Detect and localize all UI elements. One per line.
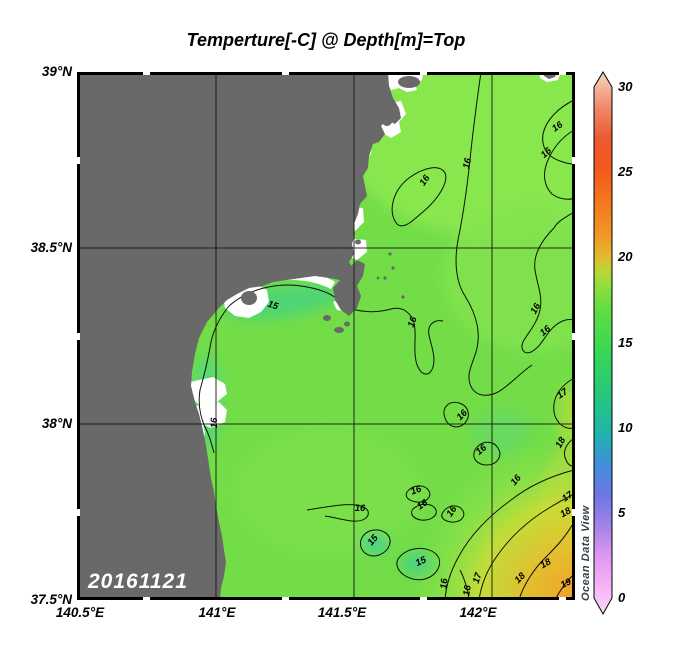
- contour-label: 16: [355, 503, 366, 514]
- frame-tick-notches: [77, 72, 575, 600]
- contour-label: 16: [409, 483, 423, 497]
- contour-label: 19: [559, 576, 574, 591]
- y-tick-38.5N: 38.5°N: [30, 240, 72, 255]
- colorbar-tick-0: 0: [618, 590, 626, 605]
- contour-label: 15: [414, 554, 429, 569]
- x-tick-141.5E: 141.5°E: [317, 605, 367, 620]
- colorbar-strip: [593, 71, 613, 616]
- x-tick-140.5E: 140.5°E: [55, 605, 105, 620]
- colorbar-tick-10: 10: [618, 419, 633, 435]
- plot-title: Temperture[-C] @ Depth[m]=Top: [186, 30, 466, 50]
- graticule-grid: [77, 72, 575, 600]
- contour-label: 16: [461, 584, 474, 597]
- colorbar-gradient-bar: [593, 71, 613, 616]
- y-tick-38N: 38°N: [41, 416, 72, 431]
- map-plot-area[interactable]: 15 16 16 16 16 16 16 16 16 16 16 16 17 18 16 16 16 16 15 15…: [77, 72, 575, 600]
- y-tick-37.5N: 37.5°N: [30, 592, 72, 607]
- x-tick-142E: 142°E: [459, 605, 497, 620]
- colorbar-tick-30: 30: [618, 79, 633, 94]
- colorbar-tick-20: 20: [618, 249, 633, 265]
- contour-label: 17: [471, 571, 485, 585]
- colorbar-tick-25: 25: [618, 164, 633, 180]
- y-tick-39N: 39°N: [41, 64, 72, 79]
- date-stamp: 20161121: [88, 570, 188, 593]
- colorbar-tick-5: 5: [618, 504, 626, 520]
- colorbar: 30 25 20 15 10 5 0: [592, 71, 638, 617]
- odv-watermark: Ocean Data View: [580, 505, 592, 601]
- contour-label: 16: [439, 577, 451, 589]
- contour-label: 16: [406, 315, 420, 329]
- contour-label: 16: [209, 417, 220, 428]
- isotherm-contours: [198, 72, 575, 600]
- contour-label: 15: [266, 299, 280, 313]
- colorbar-tick-15: 15: [618, 334, 633, 350]
- x-tick-141E: 141°E: [198, 605, 236, 620]
- contour-label: 16: [461, 156, 474, 169]
